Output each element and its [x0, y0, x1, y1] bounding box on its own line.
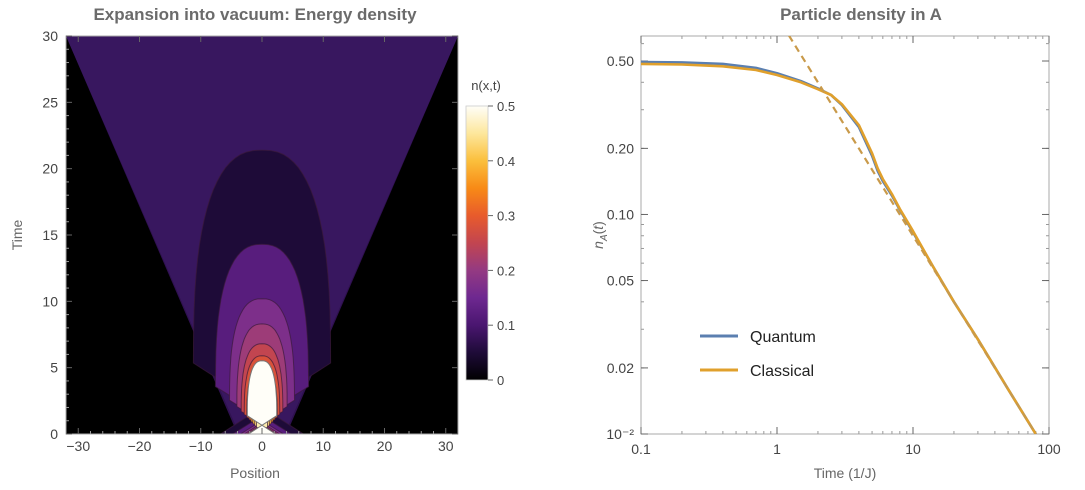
heatmap-xlabel: Position — [230, 465, 280, 481]
line-frame — [640, 35, 1050, 435]
line-ytick-label: 0.10 — [607, 206, 634, 222]
legend: Quantum Classical — [700, 329, 816, 380]
line-xlabel: Time (1/J) — [814, 465, 876, 481]
heatmap-xtick-label: −20 — [128, 438, 152, 454]
heatmap-xtick-label: 20 — [377, 438, 393, 454]
line-panel: Particle density in A 0.1 1 10 10010⁻²0.020… — [590, 5, 1061, 481]
heatmap-ytick-label: 0 — [50, 426, 58, 442]
colorbar-tick-label: 0.3 — [497, 209, 515, 224]
heatmap-panel: Expansion into vacuum: Energy density −3… — [9, 5, 515, 481]
line-ytick-label: 0.02 — [607, 360, 634, 376]
heatmap-xtick-label: 30 — [438, 438, 454, 454]
heatmap-ytick-label: 5 — [50, 360, 58, 376]
line-xtick-label: 10 — [905, 441, 921, 457]
legend-label-quantum: Quantum — [750, 329, 816, 346]
hot-core — [246, 360, 278, 434]
line-xtick-label: 100 — [1037, 441, 1061, 457]
heatmap-xtick-label: 0 — [258, 438, 266, 454]
power-law-guide — [787, 36, 1037, 434]
line-title: Particle density in A — [780, 5, 942, 24]
line-axes: 0.1 1 10 100 10⁻² 0.02 0.05 0.10 0.20 0.50 — [606, 36, 1061, 457]
heatmap-title: Expansion into vacuum: Energy density — [93, 5, 417, 24]
colorbar-tick-label: 0.4 — [497, 154, 515, 169]
heatmap-ylabel: Time — [9, 219, 25, 250]
classical-curve — [641, 62, 1037, 434]
line-ytick-label: 0.20 — [607, 140, 634, 156]
colorbar-tick-label: 0.5 — [497, 99, 515, 114]
line-xtick-label: 1 — [773, 441, 781, 457]
heatmap-ytick-label: 20 — [42, 161, 58, 177]
heatmap-xtick-label: 10 — [315, 438, 331, 454]
heatmap-ytick-label: 25 — [42, 94, 58, 110]
heatmap-axes: −30 −20 −10 0 10 20 30 0 5 10 15 20 25 30 — [42, 28, 458, 454]
colorbar-ticks: 0 0.1 0.2 0.3 0.4 0.5 — [488, 99, 515, 388]
heatmap-xtick-label: −30 — [66, 438, 90, 454]
heatmap-ytick-label: 30 — [42, 28, 58, 44]
line-series — [641, 36, 1037, 434]
line-ytick-label: 10⁻² — [606, 426, 634, 442]
heatmap-field — [66, 36, 458, 434]
line-ylabel: nA(t) — [590, 221, 610, 249]
legend-label-classical: Classical — [750, 363, 814, 380]
line-ytick-label: 0.50 — [607, 53, 634, 69]
colorbar-tick-label: 0 — [497, 373, 504, 388]
line-xtick-label: 0.1 — [631, 441, 651, 457]
colorbar-tick-label: 0.2 — [497, 263, 515, 278]
colorbar-tick-label: 0.1 — [497, 318, 515, 333]
heatmap-ytick-label: 15 — [42, 227, 58, 243]
heatmap-xtick-label: −10 — [189, 438, 213, 454]
heatmap-ytick-label: 10 — [42, 293, 58, 309]
colorbar: n(x,t) 0 0.1 0.2 0.3 0.4 0.5 — [465, 78, 515, 388]
colorbar-label: n(x,t) — [471, 78, 501, 93]
line-ytick-label: 0.05 — [607, 273, 634, 289]
colorbar-gradient — [465, 105, 489, 381]
